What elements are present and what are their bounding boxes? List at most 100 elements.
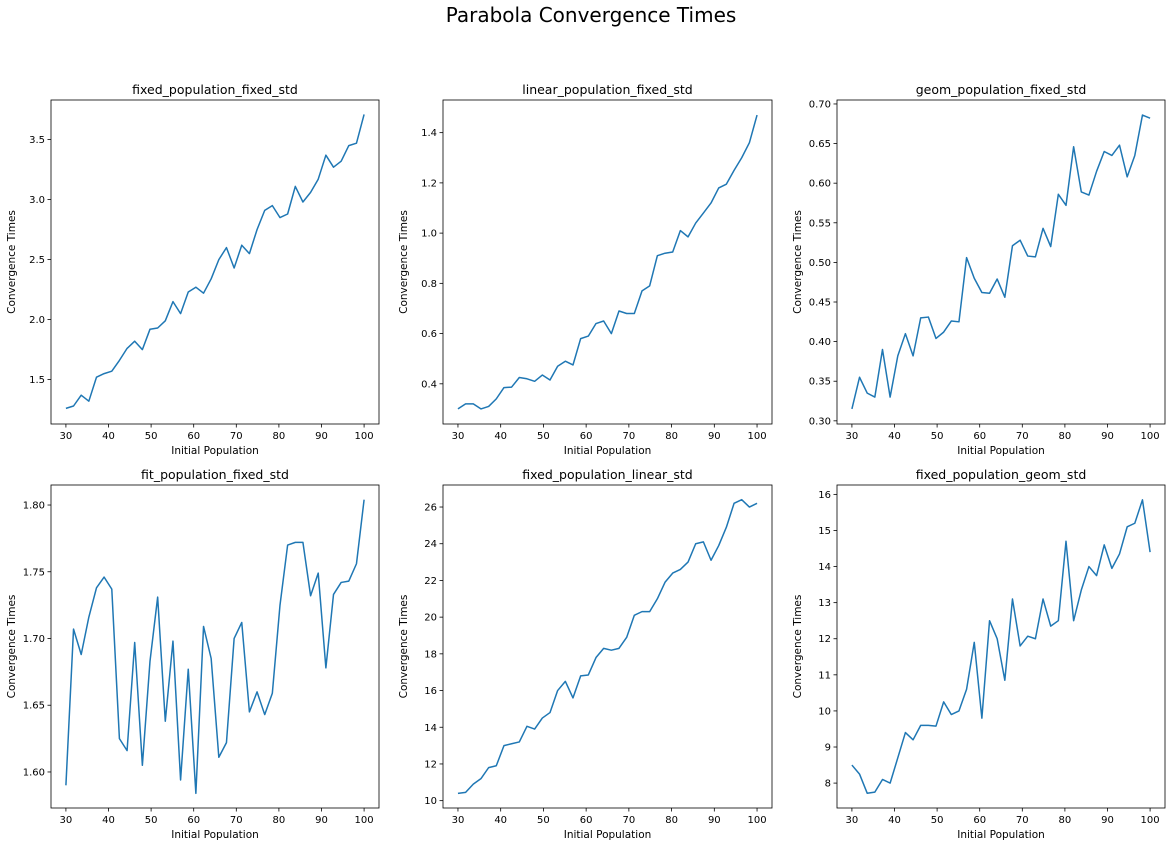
y-tick-label: 1.0 [421, 229, 437, 240]
y-tick-label: 0.50 [809, 258, 831, 269]
x-tick-label: 70 [622, 431, 635, 442]
subplot: fit_population_fixed_std 30 40 50 60 70 80 90 10… [6, 467, 380, 841]
y-tick-label: 0.8 [421, 279, 437, 290]
y-tick-label: 1.60 [23, 767, 45, 778]
x-tick-label: 70 [1016, 431, 1029, 442]
x-tick-label: 40 [102, 431, 115, 442]
subplot-title: fixed_population_fixed_std [132, 82, 298, 97]
x-tick-label: 40 [494, 815, 507, 826]
line [65, 499, 365, 795]
y-tick-label: 22 [424, 576, 437, 587]
subplot: fixed_population_linear_std 30 40 50 60 70 80 9… [398, 467, 773, 841]
y-tick-label: 0.40 [809, 337, 831, 348]
subplot-title: fit_population_fixed_std [141, 467, 289, 482]
x-tick-label: 50 [537, 431, 550, 442]
x-tick-label: 40 [888, 431, 901, 442]
y-tick-label: 1.2 [421, 178, 437, 189]
y-tick-label: 16 [818, 490, 831, 501]
y-axis-label: Convergence Times [792, 210, 804, 314]
x-tick-label: 80 [665, 431, 678, 442]
axes-frame [836, 484, 1166, 809]
x-tick-label: 60 [580, 815, 593, 826]
x-tick-label: 70 [1016, 815, 1029, 826]
y-tick-label: 1.80 [23, 501, 45, 512]
x-tick-label: 50 [931, 815, 944, 826]
axes-frame [442, 99, 773, 425]
x-tick-label: 40 [888, 815, 901, 826]
x-tick-label: 60 [187, 431, 200, 442]
subplot-title: geom_population_fixed_std [916, 82, 1087, 97]
y-tick-label: 20 [424, 613, 437, 624]
x-tick-label: 100 [1141, 431, 1160, 442]
y-tick-label: 1.70 [23, 634, 45, 645]
x-axis-label: Initial Population [171, 445, 259, 457]
x-tick-label: 100 [747, 431, 766, 442]
x-tick-label: 60 [187, 815, 200, 826]
y-tick-label: 1.4 [421, 128, 437, 139]
y-tick-label: 0.65 [809, 139, 831, 150]
y-tick-label: 2.5 [29, 255, 45, 266]
x-axis-label: Initial Population [957, 445, 1045, 457]
y-tick-label: 0.30 [809, 416, 831, 427]
x-tick-label: 30 [60, 431, 73, 442]
y-tick-label: 13 [818, 598, 831, 609]
y-tick-label: 1.65 [23, 701, 45, 712]
subplot-title: linear_population_fixed_std [522, 82, 692, 97]
x-tick-label: 70 [230, 815, 243, 826]
x-axis-label: Initial Population [957, 829, 1045, 841]
subplot: geom_population_fixed_std 30 40 50 60 70 80 90 1… [792, 82, 1166, 457]
y-tick-label: 16 [424, 686, 437, 697]
y-tick-label: 0.55 [809, 218, 831, 229]
line [65, 114, 365, 410]
subplot-title: fixed_population_linear_std [522, 467, 692, 482]
x-tick-label: 90 [315, 431, 328, 442]
x-tick-label: 70 [622, 815, 635, 826]
y-tick-label: 12 [424, 759, 437, 770]
y-axis-label: Convergence Times [792, 595, 804, 699]
y-tick-label: 15 [818, 526, 831, 537]
y-tick-label: 10 [818, 706, 831, 717]
x-tick-label: 30 [452, 815, 465, 826]
x-tick-label: 30 [846, 431, 859, 442]
x-tick-label: 80 [1059, 815, 1072, 826]
y-axis-label: Convergence Times [398, 595, 410, 699]
x-tick-label: 90 [708, 431, 721, 442]
y-tick-label: 12 [818, 634, 831, 645]
y-tick-label: 10 [424, 796, 437, 807]
y-tick-label: 0.60 [809, 179, 831, 190]
x-tick-label: 40 [494, 431, 507, 442]
y-tick-label: 14 [818, 562, 831, 573]
x-tick-label: 90 [315, 815, 328, 826]
x-tick-label: 50 [537, 815, 550, 826]
x-tick-label: 90 [1101, 815, 1114, 826]
y-tick-label: 0.4 [421, 379, 437, 390]
axes-frame [836, 99, 1166, 425]
x-tick-label: 50 [145, 815, 158, 826]
y-tick-label: 2.0 [29, 315, 45, 326]
y-tick-label: 9 [825, 743, 831, 754]
x-tick-label: 80 [1059, 431, 1072, 442]
x-tick-label: 90 [708, 815, 721, 826]
x-tick-label: 100 [355, 815, 374, 826]
x-tick-label: 40 [102, 815, 115, 826]
y-tick-label: 0.70 [809, 99, 831, 110]
x-tick-label: 100 [747, 815, 766, 826]
y-tick-label: 3.0 [29, 195, 45, 206]
y-tick-label: 11 [818, 670, 831, 681]
subplot: linear_population_fixed_std 30 40 50 60 70 80 9… [398, 82, 773, 457]
x-tick-label: 30 [60, 815, 73, 826]
figure-title: Parabola Convergence Times [446, 3, 737, 27]
y-tick-label: 1.75 [23, 567, 45, 578]
x-tick-label: 90 [1101, 431, 1114, 442]
x-axis-label: Initial Population [171, 829, 259, 841]
axes-frame [50, 484, 380, 809]
y-axis-label: Convergence Times [6, 210, 18, 314]
x-tick-label: 60 [973, 815, 986, 826]
y-tick-label: 8 [825, 779, 831, 790]
y-tick-label: 1.5 [29, 375, 45, 386]
axes-frame [50, 99, 380, 425]
x-tick-label: 70 [230, 431, 243, 442]
line [851, 114, 1151, 410]
subplot: fixed_population_fixed_std 30 40 50 60 70 80 90… [6, 82, 380, 457]
